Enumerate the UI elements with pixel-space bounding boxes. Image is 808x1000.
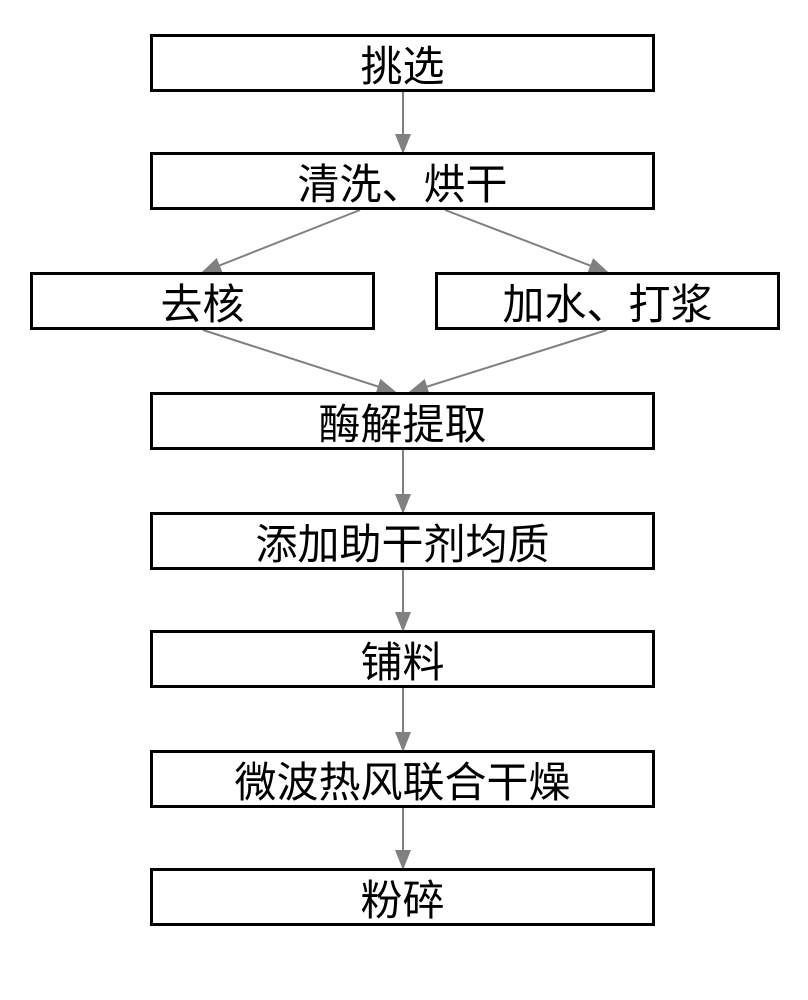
flowchart-node-n5: 酶解提取	[150, 392, 655, 450]
flowchart-node-label: 去核	[160, 271, 244, 332]
flowchart-node-n4: 加水、打浆	[435, 272, 780, 330]
flowchart-node-label: 添加助干剂均质	[255, 511, 549, 572]
flowchart-node-n3: 去核	[30, 272, 375, 330]
flowchart-node-n2: 清洗、烘干	[150, 152, 655, 210]
flowchart-node-label: 铺料	[360, 629, 444, 690]
flowchart-node-n9: 粉碎	[150, 868, 655, 926]
flowchart-edge	[445, 210, 607, 272]
flowchart-node-label: 加水、打浆	[502, 271, 712, 332]
flowchart-node-label: 挑选	[360, 33, 444, 94]
flowchart-edge	[410, 330, 607, 392]
flowchart-node-n8: 微波热风联合干燥	[150, 750, 655, 808]
flowchart-node-label: 清洗、烘干	[297, 151, 507, 212]
flowchart-edge	[203, 330, 395, 392]
flowchart-node-label: 酶解提取	[318, 391, 486, 452]
flowchart-edge	[203, 210, 360, 272]
flowchart-node-label: 粉碎	[360, 867, 444, 928]
flowchart-node-n1: 挑选	[150, 34, 655, 92]
flowchart-node-n7: 铺料	[150, 630, 655, 688]
flowchart-node-n6: 添加助干剂均质	[150, 512, 655, 570]
flowchart-node-label: 微波热风联合干燥	[234, 749, 570, 810]
flowchart-container: 挑选清洗、烘干去核 加水、打浆酶解提取添加助干剂均质铺料微波热风联合干燥粉碎	[0, 0, 808, 1000]
